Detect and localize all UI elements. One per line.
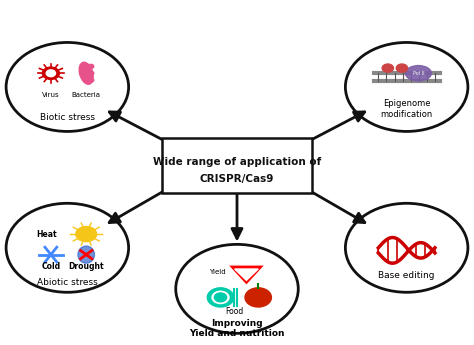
Circle shape [46,70,55,77]
Circle shape [245,288,272,307]
Circle shape [88,65,94,68]
Circle shape [88,71,94,75]
Polygon shape [228,265,265,285]
Ellipse shape [405,66,431,81]
Text: Improving
Yield and nutrition: Improving Yield and nutrition [189,318,285,338]
Text: Heat: Heat [36,230,56,239]
Circle shape [396,64,408,72]
Circle shape [76,227,97,242]
Circle shape [346,42,468,131]
Circle shape [382,64,393,72]
Text: Cold: Cold [41,262,60,271]
Text: Abiotic stress: Abiotic stress [37,277,98,286]
Text: Virus: Virus [42,92,60,98]
Polygon shape [235,269,258,280]
Text: Biotic stress: Biotic stress [40,113,95,122]
Circle shape [207,288,234,307]
Circle shape [6,42,128,131]
Circle shape [6,203,128,292]
Text: Epigenome
modification: Epigenome modification [381,99,433,119]
Text: Wide range of application of: Wide range of application of [153,157,321,167]
Text: Base editing: Base editing [378,271,435,280]
Circle shape [88,78,94,82]
Circle shape [176,244,298,333]
Circle shape [346,203,468,292]
Ellipse shape [79,62,93,84]
Circle shape [212,291,229,304]
Ellipse shape [78,246,94,263]
Text: Pol II: Pol II [412,71,424,76]
Text: Yield: Yield [209,269,225,275]
Text: Drought: Drought [68,262,104,271]
Text: Bacteria: Bacteria [72,92,100,98]
Circle shape [214,293,227,302]
FancyBboxPatch shape [162,138,312,193]
Text: CRISPR/Cas9: CRISPR/Cas9 [200,174,274,184]
Circle shape [42,67,59,79]
Text: Food: Food [226,307,244,316]
